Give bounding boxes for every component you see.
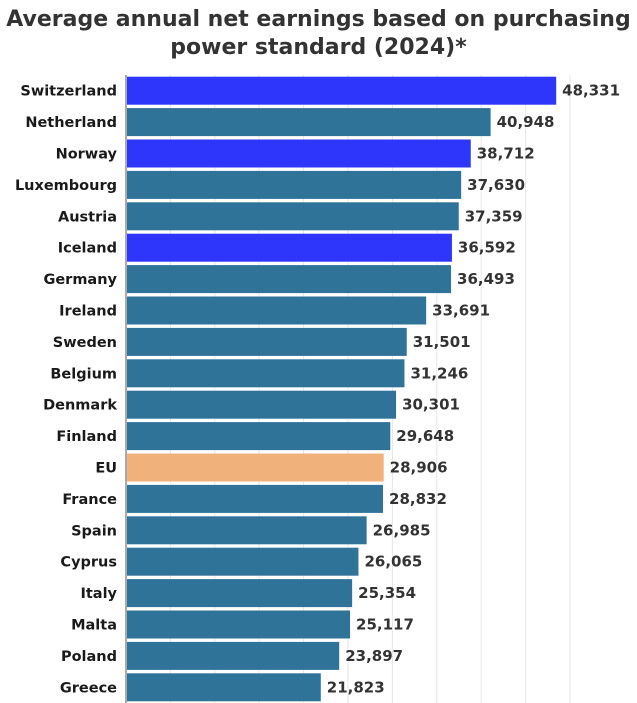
value-label: 28,832	[389, 490, 447, 508]
value-label: 28,906	[390, 459, 448, 477]
value-label: 33,691	[432, 302, 490, 320]
bar-netherland	[127, 108, 491, 137]
category-label: Italy	[80, 586, 117, 602]
bar-greece	[127, 673, 321, 702]
category-label: Malta	[71, 618, 117, 634]
bar-italy	[127, 579, 353, 608]
category-label: Denmark	[43, 398, 117, 414]
bar-cyprus	[127, 547, 359, 576]
value-label: 36,592	[458, 239, 516, 257]
category-label: Iceland	[58, 241, 117, 257]
value-label: 26,065	[364, 553, 422, 571]
category-label: Spain	[71, 523, 117, 539]
bars	[127, 76, 557, 702]
value-label: 37,630	[467, 176, 525, 194]
bar-ireland	[127, 296, 427, 325]
category-label: Cyprus	[60, 555, 117, 571]
category-label: Belgium	[50, 366, 117, 382]
bar-finland	[127, 422, 391, 451]
value-label: 31,501	[413, 333, 471, 351]
bar-iceland	[127, 233, 452, 262]
value-label: 23,897	[345, 647, 403, 665]
category-label: Norway	[56, 147, 118, 163]
category-label: Austria	[58, 209, 117, 225]
bar-austria	[127, 202, 459, 231]
bar-poland	[127, 641, 340, 670]
value-label: 36,493	[457, 270, 515, 288]
category-label: Poland	[61, 649, 117, 665]
category-label: Germany	[43, 272, 117, 288]
chart-title: Average annual net earnings based on pur…	[0, 6, 637, 62]
value-label: 25,117	[356, 616, 414, 634]
bar-eu	[127, 453, 384, 482]
value-label: 29,648	[396, 427, 454, 445]
bar-sweden	[127, 327, 407, 356]
chart-title-line-2: power standard (2024)*	[170, 35, 467, 60]
value-label: 38,712	[477, 145, 535, 163]
bar-switzerland	[127, 76, 557, 105]
bar-malta	[127, 610, 351, 639]
bar-belgium	[127, 359, 405, 388]
category-label: Luxembourg	[15, 178, 117, 194]
value-label: 30,301	[402, 396, 460, 414]
value-label: 26,985	[373, 521, 431, 539]
gridlines	[169, 75, 571, 703]
value-label: 37,359	[465, 207, 523, 225]
bar-germany	[127, 265, 452, 294]
bar-spain	[127, 516, 367, 545]
category-label: Sweden	[53, 335, 117, 351]
bar-denmark	[127, 390, 397, 419]
category-label: Finland	[56, 429, 117, 445]
labels: Switzerland 48,331 Netherland 40,948 Norway 3…	[15, 82, 620, 697]
value-label: 40,948	[497, 113, 555, 131]
category-label: Netherland	[25, 115, 117, 131]
category-label: Switzerland	[20, 84, 117, 100]
category-label: EU	[95, 461, 117, 477]
category-label: Greece	[60, 680, 117, 696]
chart-title-line-1: Average annual net earnings based on pur…	[6, 7, 631, 32]
bar-norway	[127, 139, 471, 168]
bar-luxembourg	[127, 170, 462, 199]
value-label: 48,331	[562, 82, 620, 100]
category-label: France	[62, 492, 117, 508]
category-label: Ireland	[59, 304, 117, 320]
value-label: 21,823	[327, 678, 385, 696]
value-label: 31,246	[410, 364, 468, 382]
value-label: 25,354	[358, 584, 416, 602]
bar-france	[127, 484, 384, 513]
